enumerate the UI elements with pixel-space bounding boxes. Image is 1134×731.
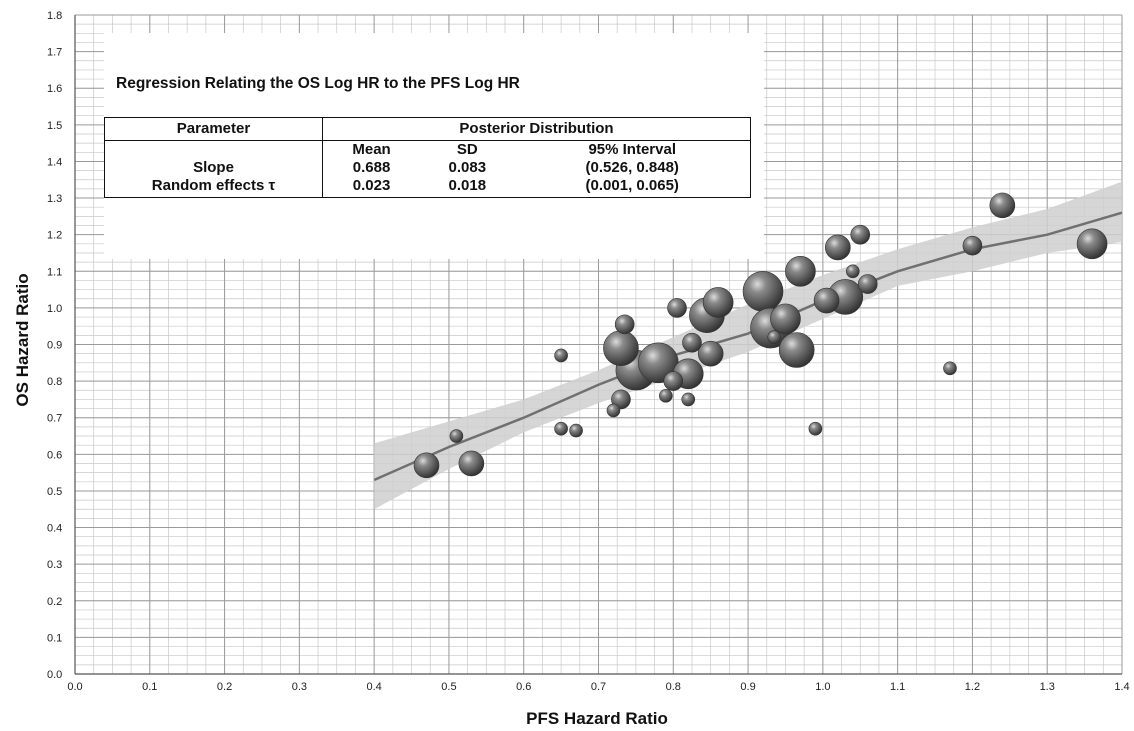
bubble-point bbox=[681, 392, 696, 407]
y-tick-label: 0.5 bbox=[47, 486, 62, 498]
bubble-point bbox=[850, 224, 871, 245]
x-tick-label: 1.4 bbox=[1114, 681, 1129, 693]
y-axis-title: OS Hazard Ratio bbox=[13, 273, 32, 406]
confidence-band-area bbox=[374, 181, 1123, 510]
y-tick-label: 1.8 bbox=[47, 10, 62, 22]
bubble-point bbox=[659, 388, 673, 403]
x-tick-label: 0.3 bbox=[292, 681, 307, 693]
x-tick-label: 0.1 bbox=[142, 681, 157, 693]
bubble-point bbox=[413, 452, 440, 479]
y-tick-label: 1.0 bbox=[47, 303, 62, 315]
x-tick-labels: 0.0 0.1 0.2 0.3 0.4 0.5 0.6 0.7 0.8 0.9 1.0 1.1 1.2 1… bbox=[67, 681, 1129, 693]
bubble-point bbox=[603, 330, 639, 366]
table-row: Random effects τ 0.023 0.018 (0.001, 0.0… bbox=[104, 177, 752, 198]
y-tick-label: 1.2 bbox=[47, 230, 62, 242]
bubble-point bbox=[808, 421, 823, 436]
regression-line-path bbox=[373, 211, 1123, 482]
bubble-point bbox=[458, 450, 485, 477]
row-sd: 0.083 bbox=[448, 159, 487, 176]
bubble-point bbox=[857, 274, 878, 294]
y-tick-label: 0.4 bbox=[47, 523, 62, 535]
y-tick-label: 0.0 bbox=[47, 669, 62, 681]
row-label: Random effects τ bbox=[104, 177, 323, 198]
x-tick-label: 0.5 bbox=[441, 681, 456, 693]
y-tick-label: 1.7 bbox=[47, 47, 62, 59]
row-mean: 0.023 bbox=[322, 177, 421, 198]
y-tick-label: 0.3 bbox=[47, 559, 62, 571]
bubble-point bbox=[962, 235, 983, 256]
y-tick-label: 1.5 bbox=[47, 120, 62, 132]
bubble-point bbox=[1076, 228, 1108, 260]
bubble-point bbox=[667, 298, 687, 318]
table-subheader-row: Mean SD 95% Interval bbox=[104, 140, 752, 159]
bubble-point bbox=[611, 389, 631, 410]
header-parameter: Parameter bbox=[104, 117, 323, 141]
bubble-point bbox=[785, 255, 816, 287]
x-tick-label: 0.2 bbox=[217, 681, 232, 693]
y-tick-label: 0.8 bbox=[47, 376, 62, 388]
regression-line bbox=[373, 211, 1123, 482]
x-tick-label: 0.8 bbox=[666, 681, 681, 693]
regression-inset: Regression Relating the OS Log HR to the… bbox=[104, 33, 764, 259]
y-tick-label: 1.4 bbox=[47, 156, 62, 168]
x-tick-label: 0.4 bbox=[366, 681, 381, 693]
table-header-row: Parameter Posterior Distribution bbox=[104, 117, 751, 141]
bubble-point bbox=[767, 330, 782, 344]
y-tick-label: 1.1 bbox=[47, 266, 62, 278]
bubble-point bbox=[742, 271, 784, 312]
y-tick-label: 0.6 bbox=[47, 449, 62, 461]
row-interval: (0.526, 0.848) bbox=[514, 159, 752, 177]
bubble-point bbox=[606, 403, 621, 418]
bubble-point bbox=[682, 332, 702, 353]
bubble-point bbox=[569, 423, 583, 438]
col-mean: Mean bbox=[352, 141, 391, 158]
y-tick-label: 0.1 bbox=[47, 632, 62, 644]
bubble-point bbox=[770, 303, 801, 335]
bubble-point bbox=[554, 348, 568, 363]
y-tick-label: 1.3 bbox=[47, 193, 62, 205]
x-axis-title: PFS Hazard Ratio bbox=[526, 709, 668, 728]
row-mean: 0.688 bbox=[352, 159, 391, 176]
y-tick-labels: 0.0 0.1 0.2 0.3 0.4 0.5 0.6 0.7 0.8 0.9 1.0 1.1 1.2 1… bbox=[47, 10, 62, 681]
bubble-point bbox=[449, 429, 464, 443]
x-tick-label: 0.0 bbox=[67, 681, 82, 693]
x-tick-label: 0.6 bbox=[516, 681, 531, 693]
x-tick-label: 1.3 bbox=[1040, 681, 1055, 693]
bubble-point bbox=[702, 287, 734, 318]
y-tick-label: 0.2 bbox=[47, 596, 62, 608]
col-sd: SD bbox=[456, 141, 478, 158]
x-tick-label: 0.9 bbox=[740, 681, 755, 693]
table-row: Slope 0.688 0.083 (0.526, 0.848) bbox=[104, 159, 752, 177]
bubble-point bbox=[825, 234, 851, 261]
bubble-point bbox=[943, 361, 957, 376]
bubble-point bbox=[614, 314, 635, 335]
bubble-point bbox=[697, 340, 724, 367]
x-tick-label: 1.1 bbox=[890, 681, 905, 693]
parameter-table: Parameter Posterior Distribution Mean SD… bbox=[104, 117, 752, 198]
y-tick-label: 0.7 bbox=[47, 413, 62, 425]
x-tick-label: 0.7 bbox=[591, 681, 606, 693]
x-tick-label: 1.2 bbox=[965, 681, 980, 693]
x-tick-label: 1.0 bbox=[815, 681, 830, 693]
bubble-points bbox=[413, 192, 1108, 479]
inset-title: Regression Relating the OS Log HR to the… bbox=[116, 75, 520, 92]
bubble-point bbox=[989, 192, 1016, 219]
bubble-point bbox=[813, 287, 840, 314]
bubble-point bbox=[554, 421, 568, 436]
confidence-band bbox=[374, 181, 1123, 510]
bubble-point bbox=[663, 371, 684, 391]
row-label: Slope bbox=[104, 159, 323, 177]
y-tick-label: 1.6 bbox=[47, 83, 62, 95]
y-tick-label: 0.9 bbox=[47, 340, 62, 352]
header-posterior: Posterior Distribution bbox=[322, 117, 751, 141]
row-sd: 0.018 bbox=[420, 177, 515, 198]
bubble-point bbox=[778, 332, 815, 368]
bubble-point bbox=[845, 264, 860, 279]
axes bbox=[74, 15, 1122, 675]
col-interval: 95% Interval bbox=[514, 140, 752, 159]
row-interval: (0.001, 0.065) bbox=[514, 177, 752, 198]
